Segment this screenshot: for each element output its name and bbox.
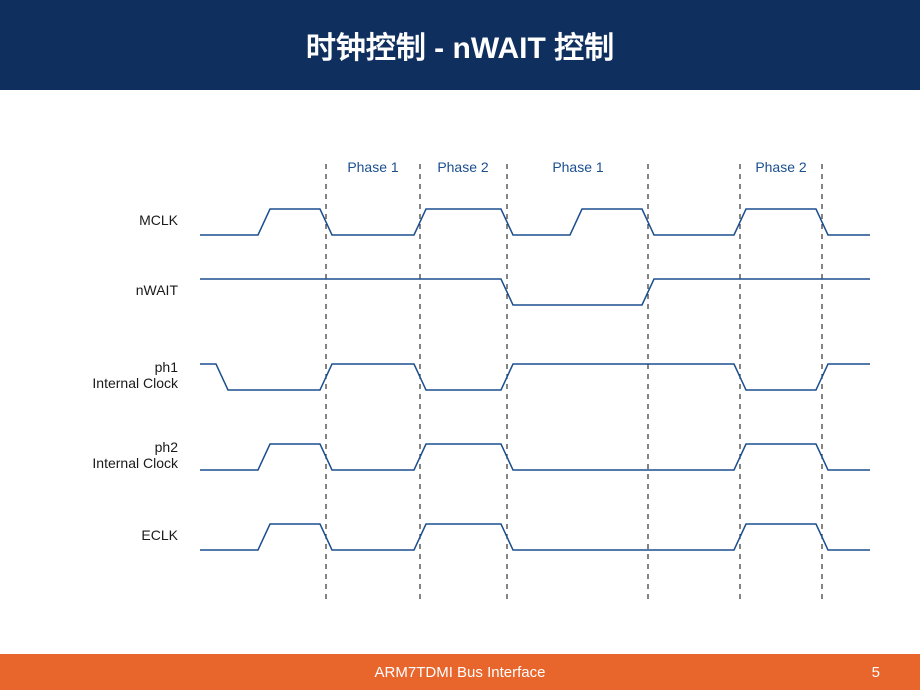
phase-label: Phase 1 — [552, 159, 604, 175]
slide-header: 时钟控制 - nWAIT 控制 — [0, 0, 920, 90]
signal-label: Internal Clock — [92, 375, 179, 391]
signal-label: MCLK — [139, 212, 179, 228]
signal-label: nWAIT — [136, 282, 179, 298]
slide-title: 时钟控制 - nWAIT 控制 — [306, 23, 614, 67]
signal-ph2 — [200, 444, 870, 470]
signal-label: Internal Clock — [92, 455, 179, 471]
signal-label: ph1 — [155, 359, 179, 375]
signal-label: ph2 — [155, 439, 179, 455]
signal-MCLK — [200, 209, 870, 235]
signal-label: ECLK — [141, 527, 178, 543]
footer-page: 5 — [872, 664, 880, 681]
phase-label: Phase 1 — [347, 159, 399, 175]
signal-ph1 — [200, 364, 870, 390]
slide-footer: ARM7TDMI Bus Interface 5 — [0, 654, 920, 690]
phase-label: Phase 2 — [755, 159, 807, 175]
timing-diagram: Phase 1 Phase 2 Phase 1 Phase 2 MCLK nWAIT ph1… — [0, 90, 920, 654]
timing-svg: Phase 1 Phase 2 Phase 1 Phase 2 MCLK nWAIT ph1… — [0, 90, 920, 654]
signal-ECLK — [200, 524, 870, 550]
signal-nWAIT — [200, 279, 870, 305]
footer-title: ARM7TDMI Bus Interface — [375, 664, 546, 681]
phase-label: Phase 2 — [437, 159, 489, 175]
